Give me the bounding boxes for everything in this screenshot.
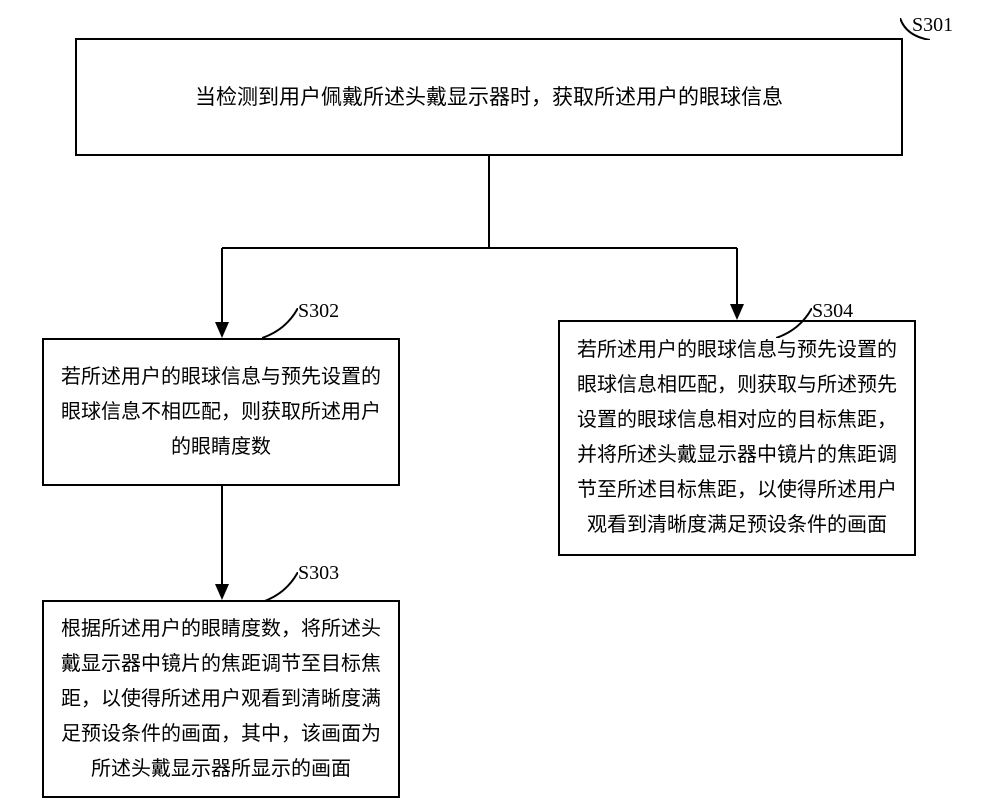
node-s301-text: 当检测到用户佩戴所述头戴显示器时，获取所述用户的眼球信息 — [195, 79, 783, 116]
node-s303: 根据所述用户的眼睛度数，将所述头戴显示器中镜片的焦距调节至目标焦距，以使得所述用… — [42, 600, 400, 798]
node-s304-text: 若所述用户的眼球信息与预先设置的眼球信息相匹配，则获取与所述预先设置的眼球信息相… — [574, 333, 900, 543]
label-s302: S302 — [298, 300, 339, 323]
callout-s303 — [262, 572, 298, 602]
callout-s302 — [262, 308, 298, 338]
node-s302-text: 若所述用户的眼球信息与预先设置的眼球信息不相匹配，则获取所述用户的眼睛度数 — [58, 360, 384, 465]
node-s301: 当检测到用户佩戴所述头戴显示器时，获取所述用户的眼球信息 — [75, 38, 903, 156]
label-s303: S303 — [298, 562, 339, 585]
flowchart-canvas: 当检测到用户佩戴所述头戴显示器时，获取所述用户的眼球信息 S301 若所述用户的… — [0, 0, 1000, 811]
node-s303-text: 根据所述用户的眼睛度数，将所述头戴显示器中镜片的焦距调节至目标焦距，以使得所述用… — [58, 612, 384, 787]
callout-s301 — [900, 18, 930, 40]
node-s304: 若所述用户的眼球信息与预先设置的眼球信息相匹配，则获取与所述预先设置的眼球信息相… — [558, 320, 916, 556]
node-s302: 若所述用户的眼球信息与预先设置的眼球信息不相匹配，则获取所述用户的眼睛度数 — [42, 338, 400, 486]
callout-s304 — [776, 308, 812, 338]
label-s304: S304 — [812, 300, 853, 323]
